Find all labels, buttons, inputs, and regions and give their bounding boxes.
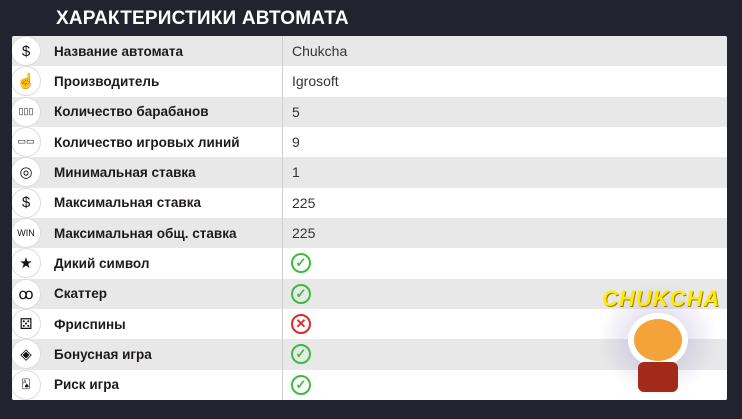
row-label: Количество игровых линий bbox=[54, 134, 240, 150]
row-label: Фриспины bbox=[54, 316, 126, 332]
game-logo: CHUKCHA bbox=[598, 282, 721, 397]
row-value: 9 bbox=[292, 134, 300, 151]
row-value: 225 bbox=[292, 194, 316, 211]
win-icon: WIN bbox=[12, 218, 40, 247]
character-body bbox=[638, 362, 678, 392]
row-label: Производитель bbox=[54, 73, 160, 89]
row-value: 5 bbox=[292, 103, 300, 120]
page-title: ХАРАКТЕРИСТИКИ АВТОМАТА bbox=[56, 8, 349, 29]
reels-icon: ▯▯▯ bbox=[12, 97, 40, 126]
row-label: Бонусная игра bbox=[54, 346, 152, 362]
row-label: Количество барабанов bbox=[54, 104, 209, 120]
chip-icon: ◎ bbox=[12, 158, 40, 187]
dice-icon: ⚄ bbox=[12, 309, 40, 338]
table-row: WIN Максимальная общ. ставка 225 bbox=[12, 217, 727, 249]
row-value: Chukcha bbox=[292, 43, 348, 60]
table-row: ▯▯▯ Количество барабанов 5 bbox=[12, 96, 727, 127]
table-row: ⚄ Фриспины ✕ bbox=[12, 308, 727, 340]
cross-icon: ✕ bbox=[291, 313, 311, 334]
table-row: ꝏ Скаттер ✓ bbox=[12, 278, 727, 309]
lines-icon: ▭▭ bbox=[12, 127, 40, 156]
check-icon: ✓ bbox=[291, 253, 311, 274]
table-row: ◈ Бонусная игра ✓ bbox=[12, 339, 727, 370]
table-row: ★ Дикий символ ✓ bbox=[12, 248, 727, 279]
column-divider bbox=[282, 36, 283, 400]
table-row: $ Название автомата Chukcha bbox=[12, 36, 727, 67]
row-label: Скаттер bbox=[54, 286, 107, 302]
row-label: Минимальная ставка bbox=[54, 164, 196, 180]
logo-text: CHUKCHA bbox=[602, 286, 721, 311]
check-icon: ✓ bbox=[291, 344, 311, 365]
check-icon: ✓ bbox=[291, 283, 311, 304]
hand-pointer-icon: ☝ bbox=[12, 67, 40, 96]
row-label: Риск игра bbox=[54, 377, 119, 393]
star-icon: ★ bbox=[12, 249, 40, 278]
table-row: ☝ Производитель Igrosoft bbox=[12, 66, 727, 97]
row-label: Максимальная общ. ставка bbox=[54, 225, 237, 241]
gem-icon: ◈ bbox=[12, 340, 40, 369]
cards-icon: 🂡 bbox=[12, 370, 40, 399]
row-value: 1 bbox=[292, 164, 300, 181]
cherry-icon: ꝏ bbox=[12, 279, 40, 308]
row-label: Название автомата bbox=[54, 43, 184, 59]
row-value: Igrosoft bbox=[292, 73, 339, 90]
dollar-coin-icon: $ bbox=[12, 188, 40, 217]
table-row: 🂡 Риск игра ✓ bbox=[12, 369, 727, 400]
check-icon: ✓ bbox=[291, 374, 311, 395]
row-label: Максимальная ставка bbox=[54, 195, 201, 211]
row-value: 225 bbox=[292, 225, 316, 242]
table-row: $ Максимальная ставка 225 bbox=[12, 187, 727, 218]
table-row: ◎ Минимальная ставка 1 bbox=[12, 157, 727, 188]
table-row: ▭▭ Количество игровых линий 9 bbox=[12, 126, 727, 158]
dollar-badge-icon: $ bbox=[12, 37, 40, 65]
row-label: Дикий символ bbox=[54, 255, 150, 271]
specs-table: $ Название автомата Chukcha ☝ Производитель I… bbox=[12, 36, 727, 400]
character-face bbox=[634, 319, 682, 361]
